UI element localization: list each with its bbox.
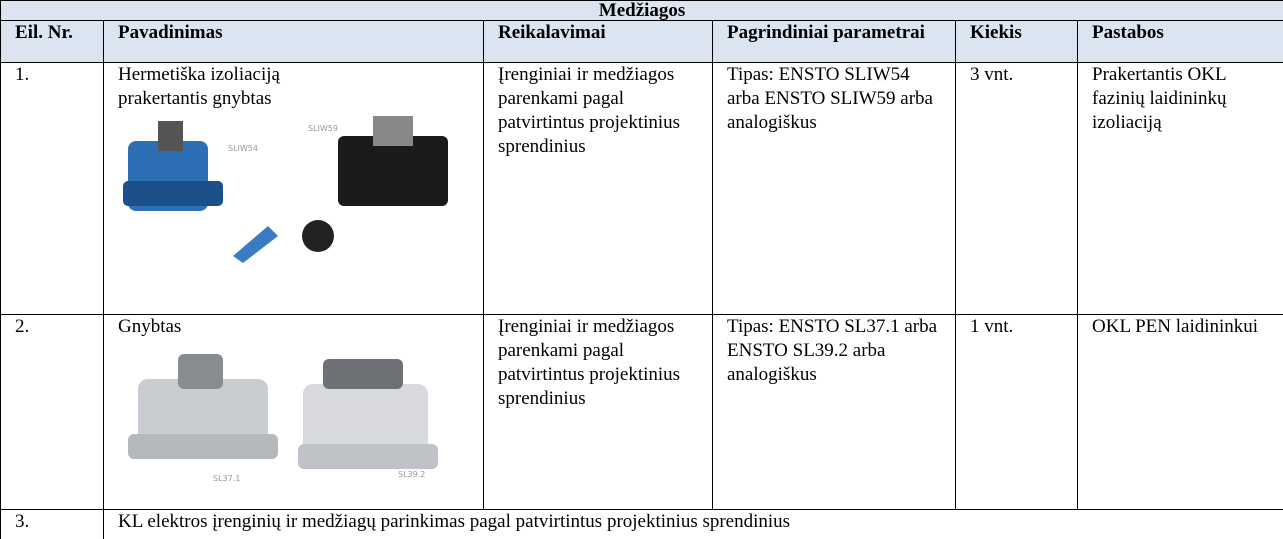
name-cell: Gnybtas SL37.1 SL39.2 (103, 314, 484, 510)
notes: Prakertantis OKL fazinių laidininkų izol… (1076, 62, 1283, 315)
quantity: 1 vnt. (955, 314, 1078, 510)
image-label: SL37.1 (213, 474, 240, 483)
product-image: SLIW54 SLIW59 (123, 116, 448, 263)
notes: OKL PEN laidininkui (1076, 314, 1283, 510)
header-cell: Pastabos (1076, 20, 1283, 63)
name: Hermetiška izoliaciją prakertantis gnybt… (118, 64, 280, 109)
header-cell: Pavadinimas (103, 20, 484, 63)
requirements: Įrenginiai ir medžiagos parenkami pagal … (483, 314, 713, 510)
product-image: SL37.1 SL39.2 (128, 354, 438, 483)
image-label: SLIW59 (308, 124, 338, 133)
row-text: KL elektros įrenginių ir medžiagų parink… (102, 509, 1283, 539)
header-cell: Eil. Nr. (0, 20, 104, 63)
row-number: 1. (0, 62, 104, 315)
header-cell: Kiekis (955, 20, 1078, 63)
requirements: Įrenginiai ir medžiagos parenkami pagal … (483, 62, 713, 315)
parameters: Tipas: ENSTO SL37.1 arba ENSTO SL39.2 ar… (712, 314, 956, 510)
image-label: SLIW54 (228, 144, 258, 153)
header-cell: Reikalavimai (483, 20, 713, 63)
row-number: 2. (0, 314, 104, 510)
header-cell: Pagrindiniai parametrai (712, 20, 956, 63)
name-cell: Hermetiška izoliaciją prakertantis gnybt… (103, 62, 484, 315)
quantity: 3 vnt. (955, 62, 1078, 315)
table-title: Medžiagos (0, 0, 1283, 21)
parameters: Tipas: ENSTO SLIW54 arba ENSTO SLIW59 ar… (712, 62, 956, 315)
row-number: 3. (0, 509, 104, 539)
image-label: SL39.2 (398, 470, 425, 479)
name: Gnybtas (118, 316, 182, 337)
